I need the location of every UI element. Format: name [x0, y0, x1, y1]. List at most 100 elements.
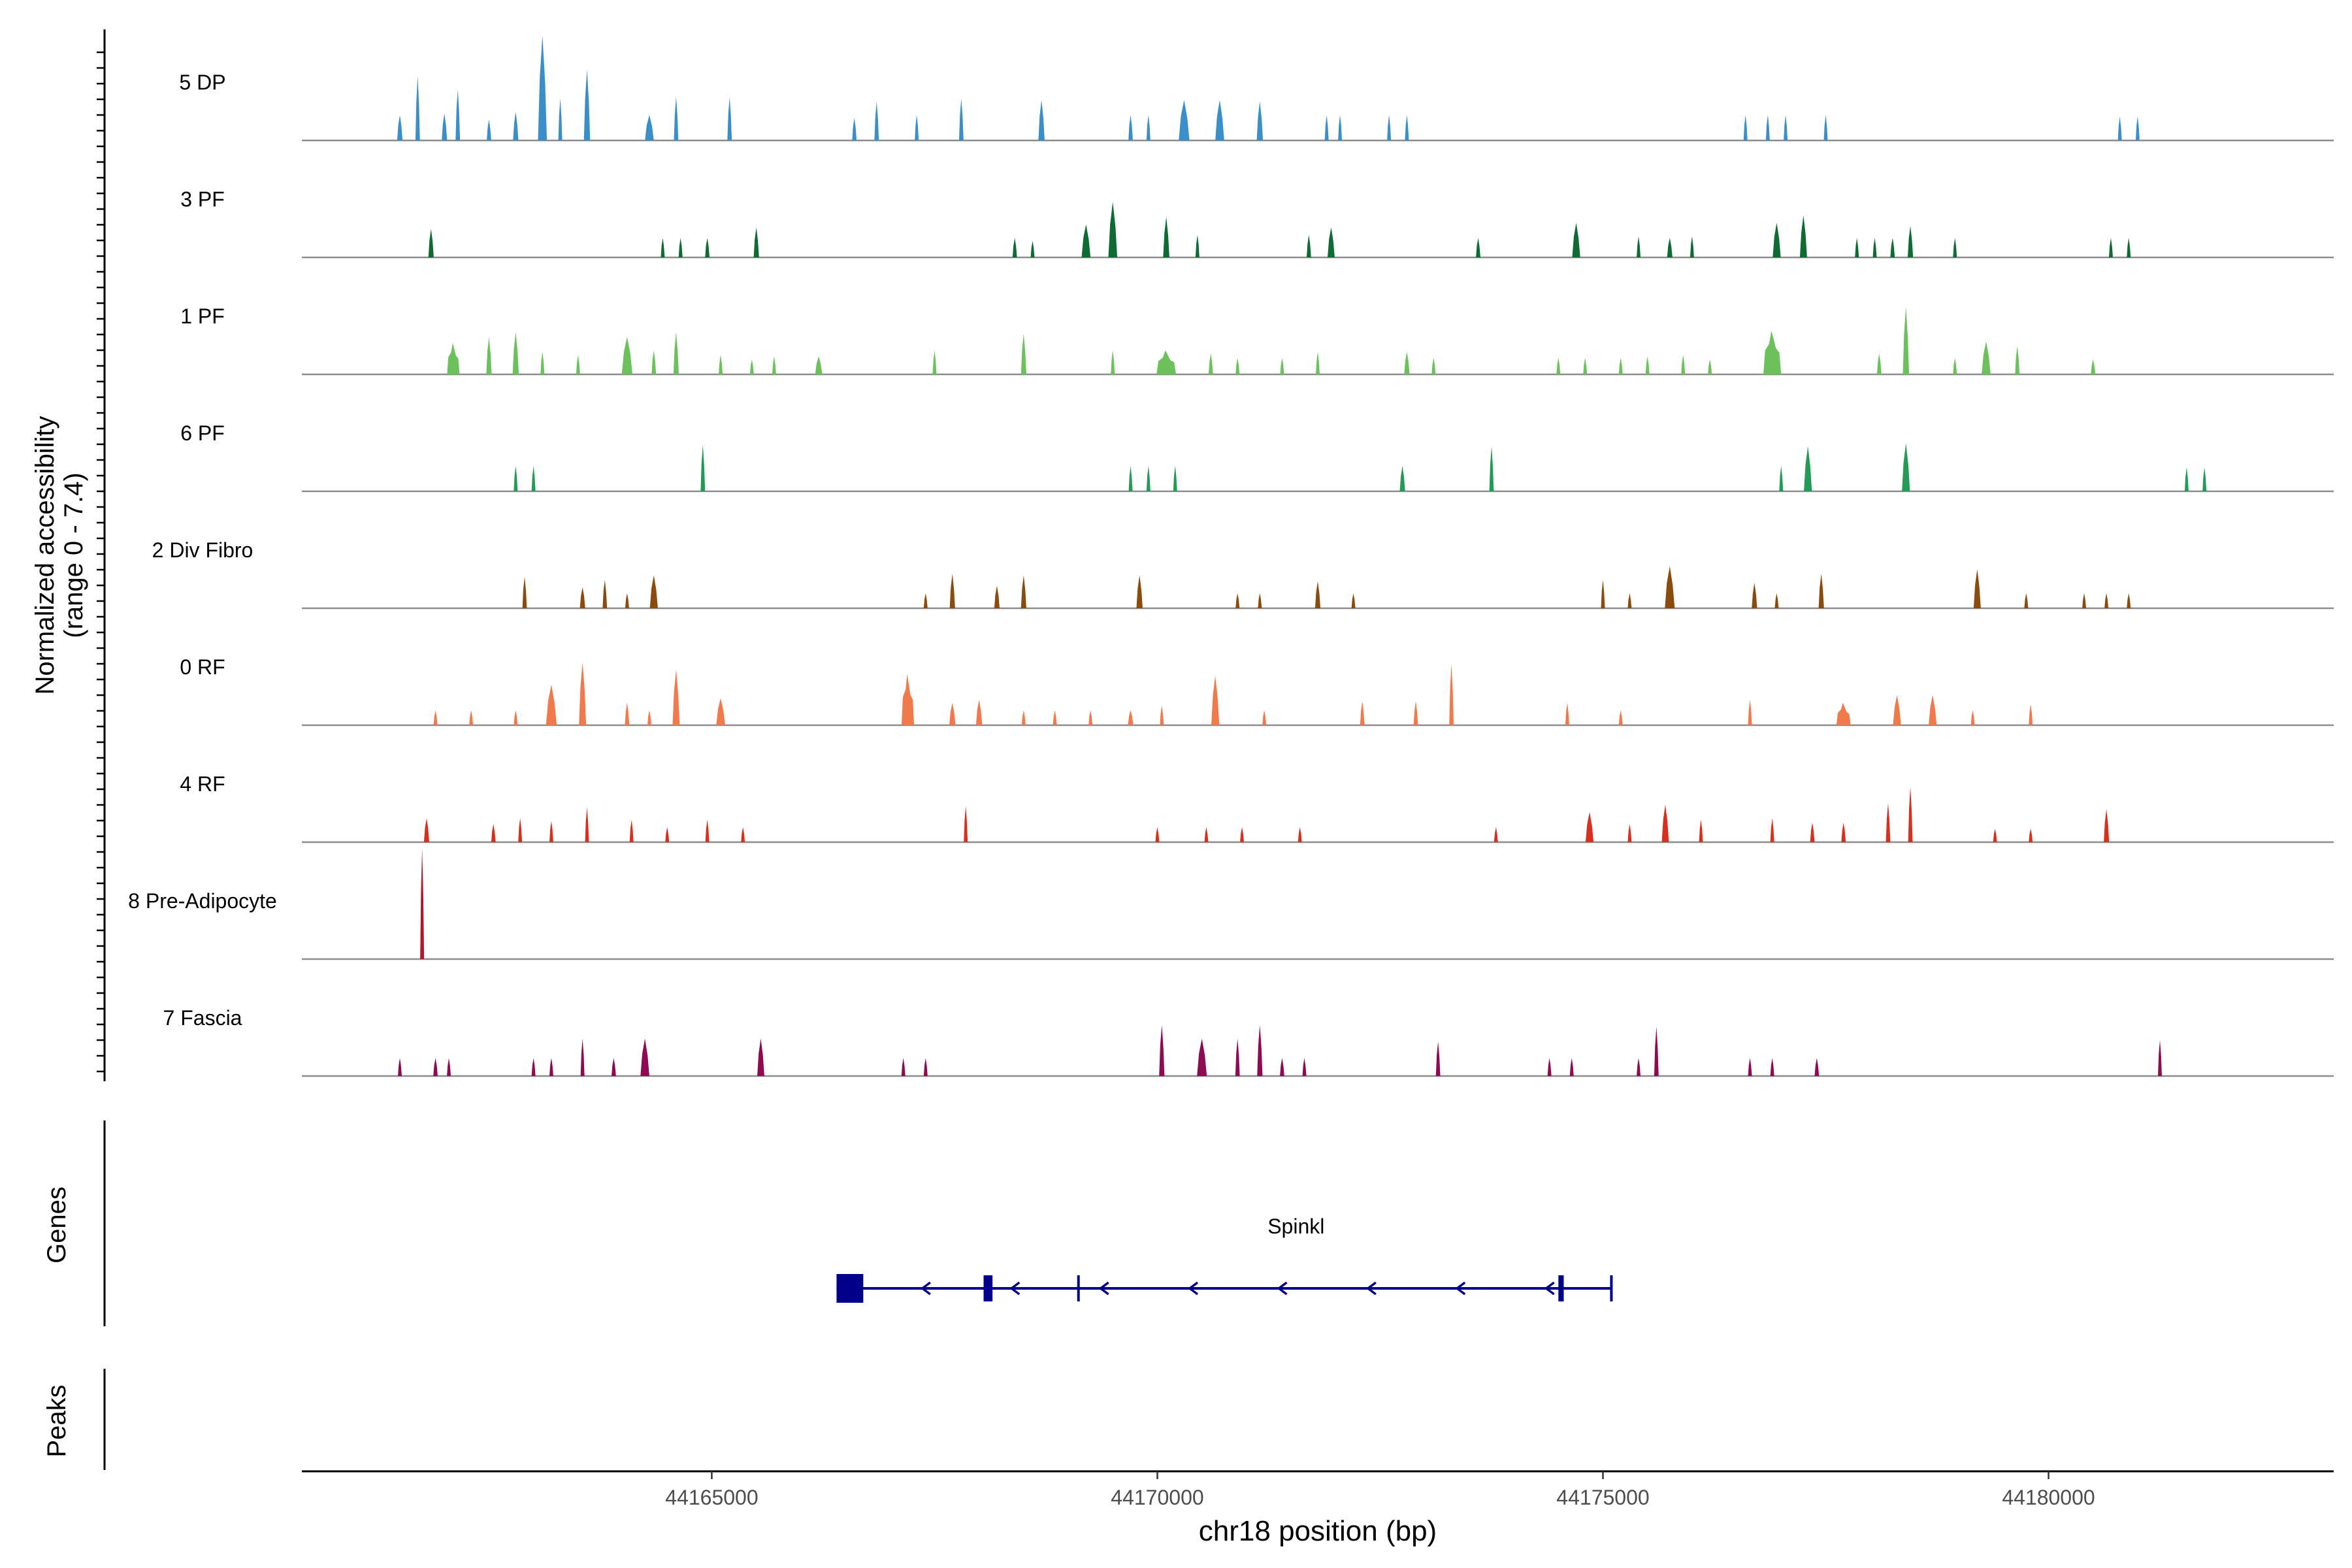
- coverage-peak: [1280, 1058, 1284, 1076]
- coverage-peak: [1836, 702, 1851, 725]
- peaks-panel-label: Peaks: [42, 1384, 71, 1457]
- coverage-peak: [1235, 357, 1240, 374]
- strand-arrow: [920, 1281, 931, 1296]
- coverage-peak: [1012, 238, 1017, 257]
- coverage-peak: [1547, 1058, 1552, 1076]
- coverage-tracks: 5 DP 3 PF 1 PF 6 PF 2 Div Fibro 0 RF 4 RF 8 Pre…: [128, 35, 2334, 1077]
- coverage-peak: [1699, 819, 1703, 842]
- coverage-peak: [1315, 581, 1321, 608]
- coverage-peak: [1765, 114, 1770, 140]
- coverage-peak: [2015, 346, 2020, 374]
- coverage-peak: [1197, 1038, 1207, 1076]
- coverage-peak: [1876, 353, 1882, 374]
- x-tick-label: 44180000: [2002, 1486, 2095, 1509]
- coverage-peak: [513, 112, 519, 140]
- coverage-peak: [447, 1058, 451, 1076]
- coverage-peak: [1208, 353, 1213, 374]
- gene-track: Spinkl: [836, 1215, 1613, 1303]
- coverage-peak: [1494, 827, 1498, 842]
- coverage-peak: [512, 332, 519, 374]
- coverage-peak: [1902, 443, 1910, 491]
- strand-arrow: [1277, 1281, 1288, 1296]
- coverage-peak: [1748, 1058, 1752, 1076]
- coverage-peak: [1195, 235, 1200, 257]
- coverage-peak: [576, 355, 580, 374]
- coverage-peak: [1324, 114, 1329, 140]
- coverage-peak: [640, 1038, 649, 1076]
- coverage-peak: [447, 342, 460, 374]
- coverage-peak: [1618, 710, 1623, 725]
- coverage-peak: [514, 465, 518, 491]
- track-7-fascia: 7 Fascia: [163, 1006, 2334, 1077]
- track-label: 1 PF: [180, 304, 225, 328]
- coverage-peak: [1823, 114, 1828, 140]
- x-axis: 44165000 44170000 44175000 44180000: [302, 1470, 2334, 1509]
- coverage-peak: [1565, 702, 1569, 725]
- coverage-peak: [1081, 224, 1091, 257]
- coverage-peak: [625, 702, 630, 725]
- coverage-peak: [1128, 710, 1134, 725]
- coverage-peak: [2024, 593, 2029, 608]
- strand-arrow: [1365, 1281, 1377, 1296]
- gene-exon: [1610, 1275, 1613, 1301]
- coverage-peak: [815, 356, 823, 374]
- coverage-peak: [1752, 582, 1757, 608]
- track-1-pf: 1 PF: [180, 304, 2334, 376]
- coverage-peak: [651, 350, 657, 374]
- coverage-peak: [1215, 99, 1224, 140]
- gene-label: Spinkl: [1267, 1215, 1324, 1238]
- track-3-pf: 3 PF: [180, 188, 2334, 259]
- coverage-peak: [705, 819, 710, 842]
- coverage-peak: [2104, 809, 2110, 842]
- coverage-peak: [1763, 331, 1782, 374]
- coverage-peak: [949, 702, 956, 725]
- strand-arrow: [1009, 1281, 1021, 1296]
- coverage-peak: [645, 114, 654, 140]
- coverage-peak: [1316, 351, 1320, 374]
- coverage-peak: [580, 1038, 585, 1076]
- coverage-peak: [433, 710, 438, 725]
- coverage-peak: [2117, 116, 2122, 140]
- coverage-peak: [2104, 593, 2109, 608]
- coverage-peak: [727, 97, 732, 140]
- coverage-peak: [1338, 114, 1343, 140]
- coverage-peak: [1173, 465, 1177, 491]
- coverage-peak: [1146, 114, 1151, 140]
- coverage-peak: [1908, 787, 1913, 842]
- coverage-peak: [2091, 359, 2096, 374]
- coverage-peak: [1179, 99, 1190, 140]
- coverage-peak: [487, 119, 491, 140]
- x-axis-label: chr18 position (bp): [1199, 1515, 1437, 1547]
- coverage-peak: [923, 593, 928, 608]
- coverage-peak: [1583, 357, 1588, 374]
- coverage-peak: [1211, 676, 1220, 725]
- coverage-peak: [1748, 699, 1752, 725]
- strand-arrow: [1098, 1281, 1109, 1296]
- coverage-peak: [423, 818, 430, 842]
- coverage-peak: [2202, 467, 2207, 491]
- coverage-peak: [1328, 227, 1335, 257]
- coverage-peak: [1136, 575, 1143, 608]
- coverage-peak: [2082, 593, 2087, 608]
- coverage-peak: [486, 336, 492, 374]
- coverage-peak: [753, 227, 759, 257]
- y-axis-ticks: [97, 51, 105, 1073]
- coverage-peak: [1770, 818, 1774, 842]
- coverage-peak: [1235, 593, 1240, 608]
- coverage-peak: [612, 1058, 616, 1076]
- coverage-peak: [1556, 357, 1561, 374]
- coverage-peak: [1667, 238, 1673, 257]
- coverage-peak: [455, 89, 461, 140]
- coverage-peak: [1280, 357, 1284, 374]
- track-label: 8 Pre-Adipocyte: [128, 889, 277, 913]
- coverage-peak: [1654, 1026, 1659, 1076]
- coverage-peak: [1779, 465, 1784, 491]
- coverage-peak: [901, 674, 915, 725]
- coverage-peak: [546, 684, 557, 725]
- coverage-peak: [1855, 238, 1859, 257]
- coverage-peak: [1903, 306, 1910, 374]
- coverage-peak: [874, 101, 879, 140]
- coverage-peak: [514, 710, 518, 725]
- coverage-peak: [2029, 828, 2033, 842]
- track-label: 5 DP: [179, 71, 225, 94]
